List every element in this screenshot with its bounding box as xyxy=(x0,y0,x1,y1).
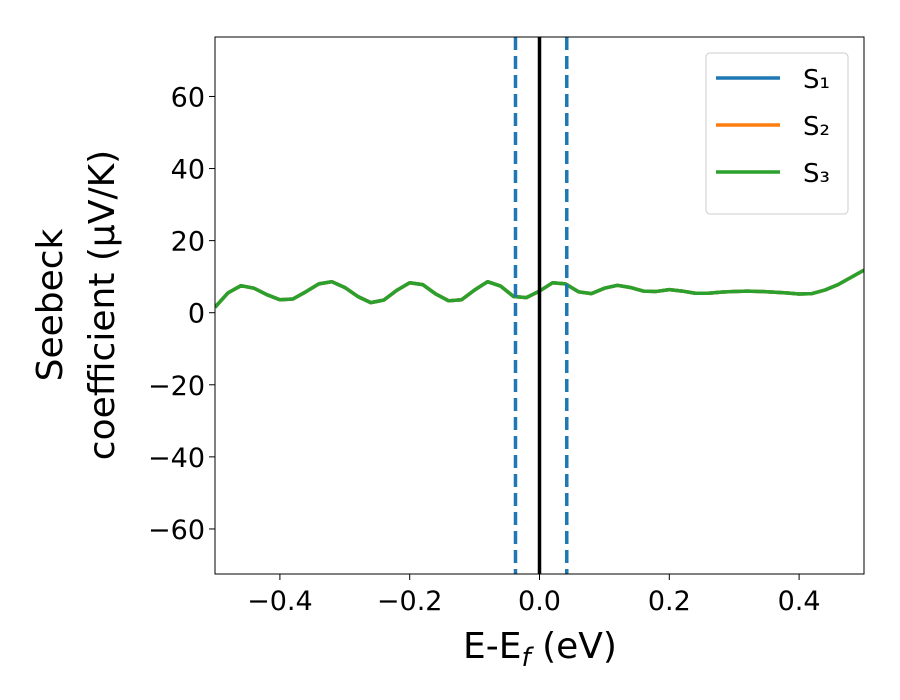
x-axis-label: E-Ef (eV) xyxy=(463,626,617,673)
y-tick-label: −40 xyxy=(148,443,205,474)
legend-label: S₂ xyxy=(803,112,830,142)
x-tick-label: 0.0 xyxy=(518,586,561,617)
y-tick-label: 20 xyxy=(171,227,205,258)
legend-label: S₃ xyxy=(803,159,830,189)
x-tick-label: −0.4 xyxy=(247,586,313,617)
y-axis-label: Seebeck coefficient (μV/K) xyxy=(30,150,123,460)
legend-label: S₁ xyxy=(803,65,830,95)
x-label-part: E-E xyxy=(463,626,521,667)
y-tick-label: 0 xyxy=(188,299,205,330)
y-tick-label: −60 xyxy=(148,515,205,546)
x-tick-label: 0.4 xyxy=(778,586,821,617)
x-label-part: (eV) xyxy=(531,626,617,667)
y-tick-label: 60 xyxy=(171,82,205,113)
plot-area xyxy=(215,37,864,574)
y-tick-label: 40 xyxy=(171,155,205,186)
y-label-line: Seebeck xyxy=(30,228,71,381)
y-label-line: coefficient (μV/K) xyxy=(82,150,123,460)
legend: S₁ S₂ S₃ xyxy=(705,52,849,215)
x-tick-label: −0.2 xyxy=(377,586,443,617)
plot-frame xyxy=(214,36,865,575)
y-tick-label: −20 xyxy=(148,371,205,402)
x-tick-label: 0.2 xyxy=(648,586,691,617)
